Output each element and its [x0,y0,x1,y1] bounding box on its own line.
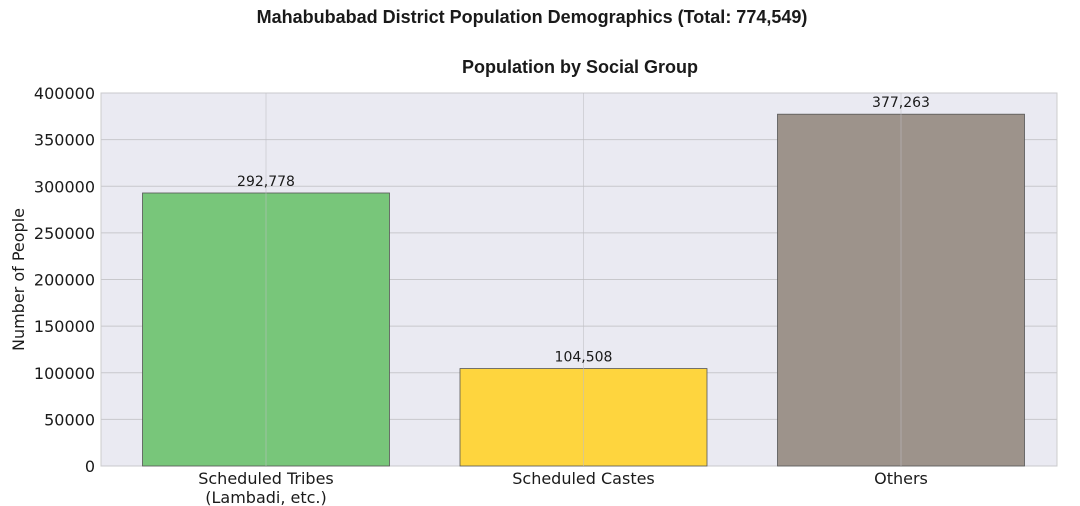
data-label-1: 104,508 [555,350,613,366]
x-category-label-1-0: Scheduled Castes [512,469,655,488]
data-label-0: 292,778 [237,174,295,190]
x-category-label-0-1: (Lambadi, etc.) [205,488,327,506]
data-label-2: 377,263 [872,95,930,111]
y-tick-label-7: 350000 [34,131,95,150]
chart-title: Population by Social Group [462,57,698,77]
y-axis-label: Number of People [9,208,28,351]
chart-suptitle: Mahabubabad District Population Demograp… [257,7,808,27]
data-labels: 292,778 104,508 377,263 [237,95,930,365]
y-axis-ticks: 0 50000 100000 150000 200000 250000 300000 3500… [34,84,95,476]
y-tick-label-8: 400000 [34,84,95,103]
y-tick-label-0: 0 [85,457,95,476]
x-category-label-0-0: Scheduled Tribes [198,469,334,488]
bars [142,93,1025,467]
y-tick-label-3: 150000 [34,317,95,336]
y-tick-label-4: 200000 [34,271,95,290]
y-tick-label-5: 250000 [34,224,95,243]
y-tick-label-6: 300000 [34,177,95,196]
x-axis-categories: Scheduled Tribes(Lambadi, etc.) Scheduled… [198,469,928,506]
y-tick-label-1: 50000 [44,410,95,429]
y-tick-label-2: 100000 [34,364,95,383]
x-category-label-2-0: Others [874,469,928,488]
